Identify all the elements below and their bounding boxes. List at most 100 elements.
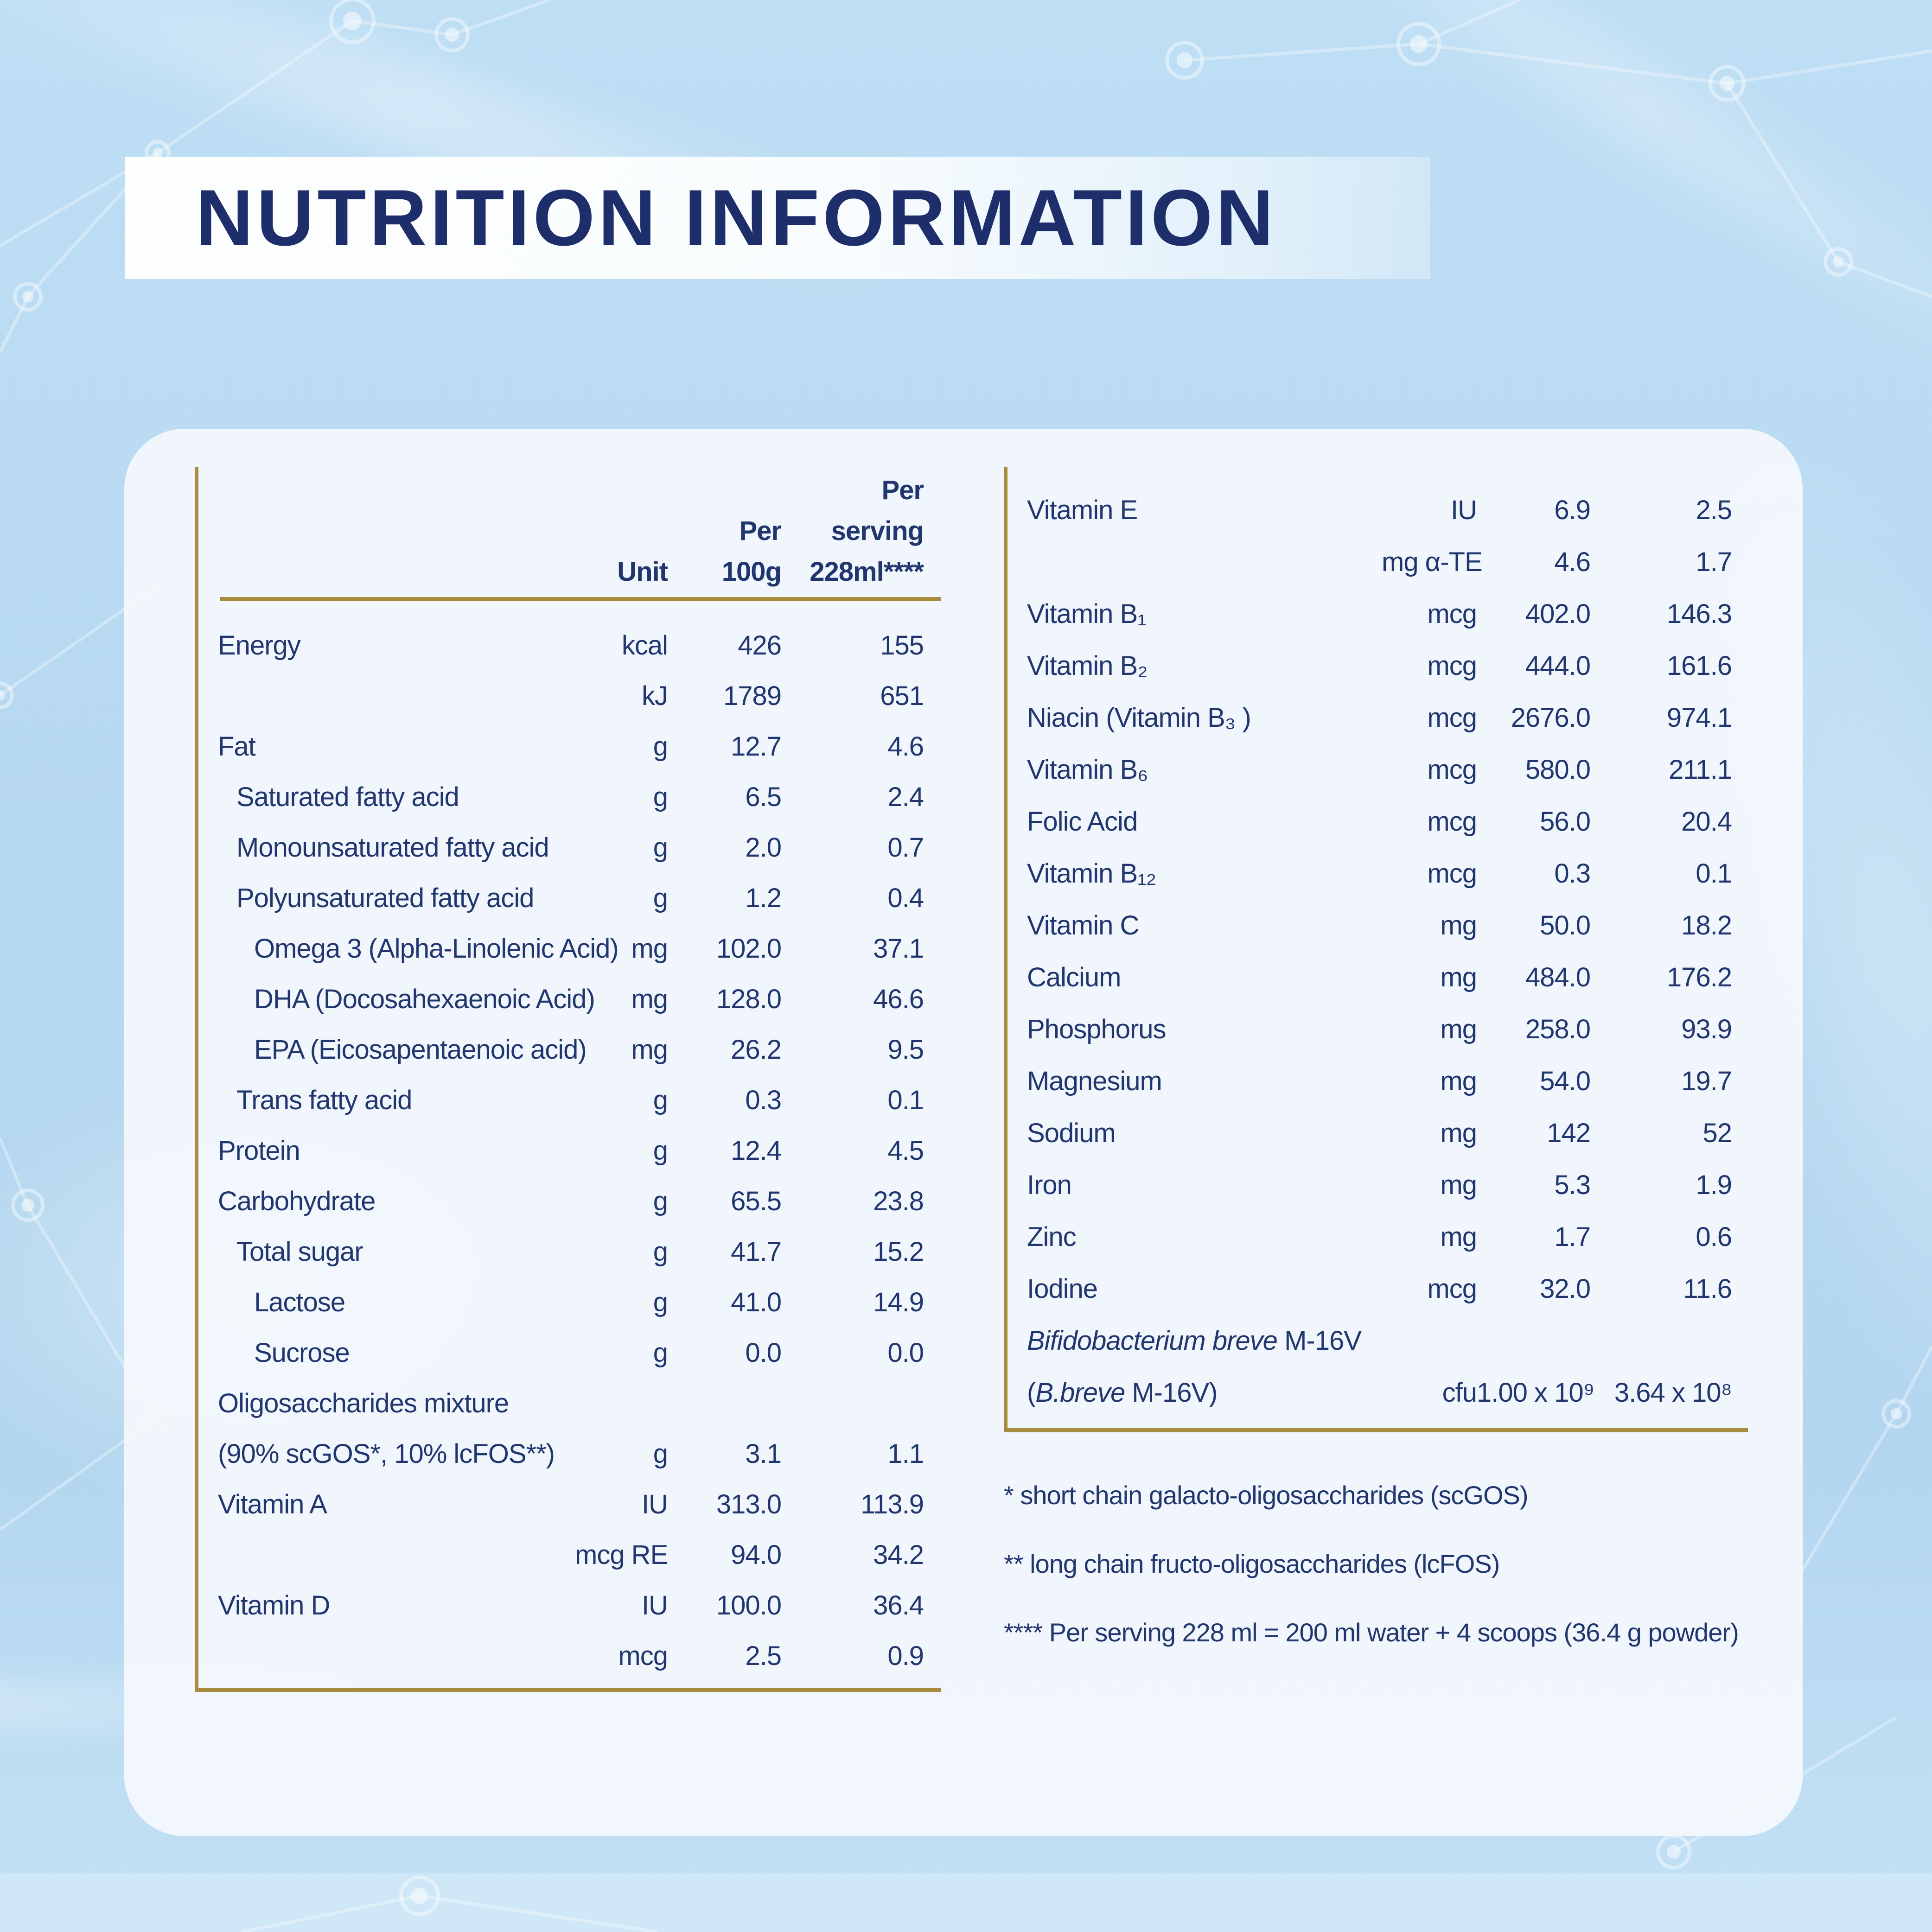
row-unit: mg xyxy=(1440,1169,1477,1200)
row-unit: mg xyxy=(631,1035,668,1065)
row-per-serving: 1.1 xyxy=(887,1439,924,1469)
row-per-100g: 12.4 xyxy=(731,1136,782,1166)
row-per-100g: 0.0 xyxy=(745,1338,782,1368)
row-per-serving: 11.6 xyxy=(1683,1273,1732,1304)
row-unit: mcg xyxy=(1427,702,1477,733)
table-row: mg α-TE 4.6 1.7 xyxy=(1004,536,1748,588)
row-unit: kJ xyxy=(642,681,668,711)
row-per-100g: 580.0 xyxy=(1525,754,1591,785)
row-per-100g: 1.7 xyxy=(1554,1221,1591,1252)
row-unit: mg xyxy=(1440,910,1477,941)
row-unit: mcg xyxy=(1427,650,1477,681)
table-row: Monounsaturated fatty acid g 2.0 0.7 xyxy=(195,822,941,873)
row-per-100g: 2676.0 xyxy=(1511,702,1591,733)
table-row: Energy kcal 426 155 xyxy=(195,620,941,671)
row-per-serving: 211.1 xyxy=(1669,754,1732,785)
header-unit: Unit xyxy=(617,557,668,587)
row-label: Niacin (Vitamin B₃ ) xyxy=(1027,702,1251,733)
row-unit: g xyxy=(653,1186,668,1216)
row-per-serving: 2.4 xyxy=(887,782,924,812)
table-row: Vitamin B₁₂ mcg 0.3 0.1 xyxy=(1004,847,1748,899)
table-row: Vitamin E IU 6.9 2.5 xyxy=(1004,484,1748,536)
row-per-serving: 176.2 xyxy=(1666,962,1732,992)
table-row: Magnesium mg 54.0 19.7 xyxy=(1004,1055,1748,1107)
row-per-100g: 5.3 xyxy=(1554,1169,1591,1200)
row-per-serving: 19.7 xyxy=(1681,1066,1732,1096)
row-unit: g xyxy=(653,1338,668,1368)
row-label: Vitamin A xyxy=(218,1489,327,1519)
row-per-serving: 1.7 xyxy=(1696,547,1732,577)
row-per-100g: 313.0 xyxy=(716,1489,782,1519)
light-streak xyxy=(0,1873,1932,1932)
row-per-100g: 444.0 xyxy=(1525,650,1591,681)
table-row: Total sugar g 41.7 15.2 xyxy=(195,1227,941,1277)
row-label: Protein xyxy=(218,1136,300,1166)
row-per-100g: 1789 xyxy=(723,681,782,711)
row-unit: mcg xyxy=(1427,754,1477,785)
row-label: Iodine xyxy=(1027,1273,1098,1304)
row-label: Vitamin B₁ xyxy=(1027,598,1147,629)
row-unit: mcg xyxy=(1427,1273,1477,1304)
row-label: Lactose xyxy=(254,1287,345,1317)
row-label: Energy xyxy=(218,630,301,661)
table-row: Sucrose g 0.0 0.0 xyxy=(195,1328,941,1378)
row-unit: g xyxy=(653,1136,668,1166)
row-label: Fat xyxy=(218,731,256,762)
row-per-100g: 3.1 xyxy=(745,1439,782,1469)
row-unit: g xyxy=(653,1085,668,1115)
row-per-serving: 14.9 xyxy=(873,1287,924,1317)
nutrition-table-right: Vitamin E IU 6.9 2.5 mg α-TE 4.6 1.7 Vitamin B₁… xyxy=(1004,467,1748,1432)
row-per-serving: 9.5 xyxy=(887,1035,924,1065)
row-unit: mcg xyxy=(1427,858,1477,889)
table-row: Phosphorus mg 258.0 93.9 xyxy=(1004,1003,1748,1055)
row-unit: mg xyxy=(631,934,668,964)
row-per-serving: 651 xyxy=(880,681,924,711)
row-unit: g xyxy=(653,1237,668,1267)
row-label: Iron xyxy=(1027,1169,1072,1200)
row-per-100g: 258.0 xyxy=(1525,1014,1591,1044)
row-per-serving: 974.1 xyxy=(1666,702,1732,733)
table-row: Vitamin A IU 313.0 113.9 xyxy=(195,1479,941,1530)
row-label: Polyunsaturated fatty acid xyxy=(236,883,534,913)
row-label: DHA (Docosahexaenoic Acid) xyxy=(254,984,595,1014)
row-per-100g: 2.5 xyxy=(745,1641,782,1671)
row-label: Monounsaturated fatty acid xyxy=(236,833,549,863)
row-unit: g xyxy=(653,1439,668,1469)
table-row: (90% scGOS*, 10% lcFOS**) g 3.1 1.1 xyxy=(195,1429,941,1479)
row-unit: mg xyxy=(1440,1118,1477,1148)
row-per-serving: 4.6 xyxy=(887,731,924,762)
row-per-100g: 32.0 xyxy=(1540,1273,1591,1304)
row-unit: mcg xyxy=(1427,598,1477,629)
row-per-100g: 56.0 xyxy=(1540,806,1591,837)
page-title: NUTRITION INFORMATION xyxy=(196,173,1277,262)
title-band: NUTRITION INFORMATION xyxy=(125,157,1430,279)
row-per-serving: 113.9 xyxy=(861,1489,924,1519)
row-per-serving: 20.4 xyxy=(1681,806,1732,837)
row-per-100g: 128.0 xyxy=(716,984,782,1014)
gold-header-rule xyxy=(220,597,941,601)
row-label: Bifidobacterium breve M-16V xyxy=(1027,1325,1362,1356)
row-label: EPA (Eicosapentaenoic acid) xyxy=(254,1035,587,1065)
row-per-100g: 41.7 xyxy=(731,1237,782,1267)
row-label: (B.breve M-16V) xyxy=(1027,1377,1218,1408)
row-per-serving: 3.64 x 10⁸ xyxy=(1614,1377,1732,1408)
row-label: Vitamin D xyxy=(218,1590,330,1621)
row-per-100g: 2.0 xyxy=(745,833,782,863)
table-row: Folic Acid mcg 56.0 20.4 xyxy=(1004,795,1748,847)
gold-bottom-rule xyxy=(198,1688,941,1692)
row-per-100g: 65.5 xyxy=(731,1186,782,1216)
row-unit: cfu xyxy=(1442,1377,1477,1408)
row-per-serving: 2.5 xyxy=(1696,495,1732,525)
header-per-100g: Per 100g xyxy=(721,516,782,587)
row-unit: g xyxy=(653,782,668,812)
row-per-serving: 23.8 xyxy=(873,1186,924,1216)
row-label: Sucrose xyxy=(254,1338,350,1368)
row-per-100g: 426 xyxy=(738,630,782,661)
row-per-100g: 0.3 xyxy=(1554,858,1591,889)
row-per-100g: 54.0 xyxy=(1540,1066,1591,1096)
row-unit: mg xyxy=(1440,1014,1477,1044)
table-row: Lactose g 41.0 14.9 xyxy=(195,1277,941,1328)
row-per-serving: 1.9 xyxy=(1696,1169,1732,1200)
row-per-serving: 36.4 xyxy=(873,1590,924,1621)
